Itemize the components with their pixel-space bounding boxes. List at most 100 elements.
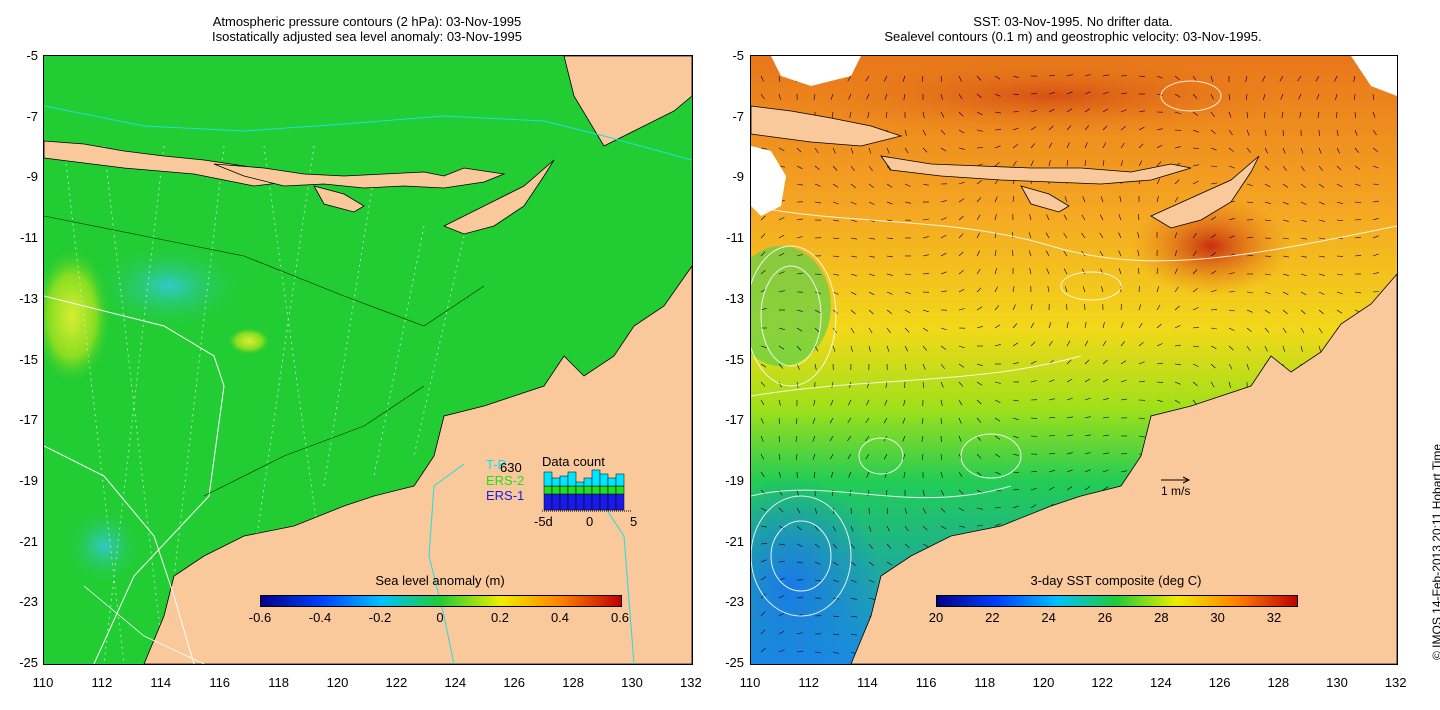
velocity-arrow bbox=[976, 180, 982, 185]
velocity-arrow bbox=[976, 525, 984, 527]
velocity-arrow bbox=[778, 75, 781, 82]
velocity-arrow bbox=[904, 363, 907, 370]
velocity-arrow bbox=[1336, 309, 1343, 314]
velocity-arrow bbox=[760, 629, 766, 635]
velocity-arrow bbox=[1264, 309, 1271, 314]
velocity-arrow bbox=[886, 273, 893, 276]
velocity-arrow bbox=[778, 234, 785, 239]
velocity-arrow bbox=[976, 197, 982, 203]
velocity-arrow bbox=[1354, 93, 1356, 101]
left-ytick-5: -15 bbox=[19, 351, 38, 367]
velocity-arrow bbox=[1263, 93, 1266, 100]
velocity-arrow bbox=[1048, 379, 1055, 383]
right-cb-tick-0: 20 bbox=[928, 610, 944, 625]
velocity-arrow bbox=[1081, 232, 1086, 239]
velocity-arrow bbox=[1066, 416, 1073, 419]
left-cb-tick-0: -0.6 bbox=[248, 610, 272, 625]
velocity-arrow bbox=[814, 525, 819, 532]
velocity-arrow bbox=[1030, 360, 1037, 365]
velocity-arrow bbox=[1318, 345, 1321, 352]
velocity-arrow bbox=[1228, 93, 1231, 100]
velocity-arrow bbox=[812, 417, 816, 424]
velocity-arrow bbox=[1066, 322, 1069, 329]
velocity-arrow bbox=[976, 363, 983, 367]
velocity-arrow bbox=[1156, 178, 1161, 185]
velocity-arrow bbox=[1012, 93, 1020, 96]
velocity-arrow bbox=[1063, 268, 1068, 275]
left-xtick-6: 122 bbox=[385, 675, 408, 690]
left-xtick-11: 132 bbox=[680, 675, 702, 690]
velocity-arrow bbox=[1045, 232, 1050, 239]
australia-mainland bbox=[143, 265, 692, 664]
velocity-arrow bbox=[1084, 452, 1091, 455]
velocity-arrow bbox=[1012, 471, 1020, 473]
velocity-arrow bbox=[1012, 231, 1014, 239]
right-cb-tick-4: 28 bbox=[1154, 610, 1169, 625]
velocity-arrow bbox=[1066, 452, 1073, 455]
right-title-line-1: SST: 03-Nov-1995. No drifter data. bbox=[973, 14, 1173, 29]
velocity-arrow bbox=[868, 597, 875, 600]
velocity-arrow bbox=[1063, 250, 1068, 257]
velocity-arrow bbox=[850, 597, 857, 600]
velocity-arrow bbox=[976, 268, 981, 275]
velocity-arrow bbox=[994, 162, 1000, 167]
velocity-arrow bbox=[1012, 111, 1020, 113]
velocity-arrow bbox=[1066, 108, 1073, 113]
velocity-arrow bbox=[832, 237, 840, 239]
velocity-arrow bbox=[1174, 268, 1178, 275]
land-masses bbox=[44, 56, 692, 664]
velocity-arrow bbox=[886, 255, 893, 258]
velocity-arrow bbox=[1192, 180, 1199, 185]
velocity-arrow bbox=[1228, 327, 1235, 331]
velocity-arrow bbox=[832, 561, 839, 566]
velocity-arrow bbox=[940, 129, 946, 135]
velocity-arrow bbox=[1138, 435, 1145, 438]
velocity-arrow bbox=[1138, 160, 1143, 167]
velocity-arrow bbox=[1336, 201, 1343, 204]
velocity-arrow bbox=[904, 291, 911, 294]
velocity-arrow bbox=[1012, 505, 1019, 509]
right-ytick-5: -15 bbox=[725, 351, 744, 367]
velocity-arrow bbox=[1318, 165, 1323, 171]
velocity-arrow bbox=[994, 111, 1001, 114]
velocity-arrow bbox=[1300, 183, 1306, 188]
velocity-arrow bbox=[994, 305, 1000, 311]
velocity-arrow bbox=[1138, 322, 1143, 329]
velocity-arrow bbox=[994, 417, 1001, 422]
velocity-arrow bbox=[1336, 147, 1341, 154]
velocity-arrow bbox=[1030, 93, 1038, 95]
velocity-arrow bbox=[958, 363, 965, 368]
velocity-arrow bbox=[902, 75, 906, 82]
velocity-arrow bbox=[903, 471, 906, 478]
velocity-arrow bbox=[796, 596, 803, 599]
sst-land-masses bbox=[751, 105, 1397, 664]
velocity-arrow bbox=[1174, 399, 1181, 404]
velocity-arrow bbox=[1012, 417, 1019, 420]
right-xtick-4: 118 bbox=[974, 675, 996, 690]
velocity-arrow bbox=[1298, 93, 1302, 100]
velocity-arrow bbox=[865, 453, 870, 460]
velocity-arrow bbox=[904, 525, 909, 532]
velocity-arrow bbox=[760, 93, 765, 100]
velocity-arrow bbox=[994, 93, 1001, 97]
velocity-arrow bbox=[922, 543, 929, 548]
velocity-arrow bbox=[1066, 340, 1071, 347]
velocity-arrow bbox=[940, 271, 947, 275]
velocity-arrow bbox=[922, 363, 926, 370]
velocity-arrow bbox=[1030, 341, 1036, 347]
velocity-arrow bbox=[796, 543, 803, 547]
velocity-arrow bbox=[922, 111, 925, 118]
velocity-arrow bbox=[922, 507, 927, 514]
left-xtick-4: 118 bbox=[268, 675, 289, 690]
velocity-arrow bbox=[886, 147, 890, 154]
velocity-arrow bbox=[994, 507, 1002, 509]
velocity-arrow bbox=[1081, 268, 1086, 275]
velocity-arrow bbox=[1137, 214, 1140, 221]
velocity-arrow bbox=[1138, 304, 1142, 311]
velocity-arrow bbox=[883, 417, 888, 424]
velocity-arrow bbox=[1156, 196, 1159, 203]
velocity-arrow bbox=[868, 147, 872, 154]
velocity-arrow bbox=[976, 75, 982, 81]
velocity-arrow bbox=[832, 219, 839, 222]
velocity-arrow bbox=[958, 198, 965, 203]
